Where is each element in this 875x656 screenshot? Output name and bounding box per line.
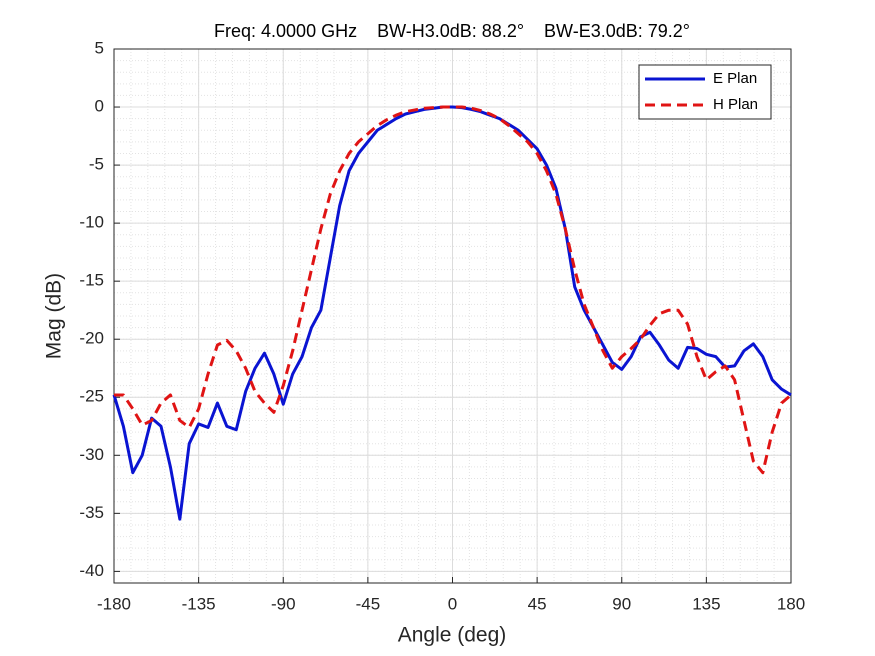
x-tick-label: -90 bbox=[271, 594, 296, 613]
y-tick-label: -25 bbox=[79, 387, 104, 406]
y-axis-label: Mag (dB) bbox=[43, 273, 66, 359]
y-tick-label: -5 bbox=[89, 155, 104, 174]
series-line bbox=[114, 105, 792, 475]
chart-title: Freq: 4.0000 GHz BW-H3.0dB: 88.2° BW-E3.… bbox=[214, 21, 690, 41]
x-tick-label: 180 bbox=[777, 594, 805, 613]
y-tick-label: -30 bbox=[79, 445, 104, 464]
y-tick-label: -35 bbox=[79, 503, 104, 522]
y-tick-label: 5 bbox=[95, 38, 104, 57]
y-tick-label: -40 bbox=[79, 561, 104, 580]
x-tick-label: -135 bbox=[182, 594, 216, 613]
x-tick-label: -180 bbox=[97, 594, 131, 613]
plot-frame bbox=[113, 48, 792, 584]
x-axis-label: Angle (deg) bbox=[398, 624, 507, 647]
legend-label: E Plan bbox=[713, 70, 757, 87]
series-line bbox=[112, 105, 792, 521]
y-tick-label: -20 bbox=[79, 329, 104, 348]
x-tick-label: 90 bbox=[612, 594, 631, 613]
y-tick-label: -10 bbox=[79, 213, 104, 232]
legend-box bbox=[638, 64, 772, 120]
x-tick-label: 45 bbox=[528, 594, 547, 613]
legend-label: H Plan bbox=[713, 96, 758, 113]
x-tick-label: 0 bbox=[448, 594, 457, 613]
y-tick-label: 0 bbox=[95, 97, 104, 116]
x-tick-label: 135 bbox=[692, 594, 720, 613]
x-tick-label: -45 bbox=[356, 594, 381, 613]
y-tick-label: -15 bbox=[79, 271, 104, 290]
